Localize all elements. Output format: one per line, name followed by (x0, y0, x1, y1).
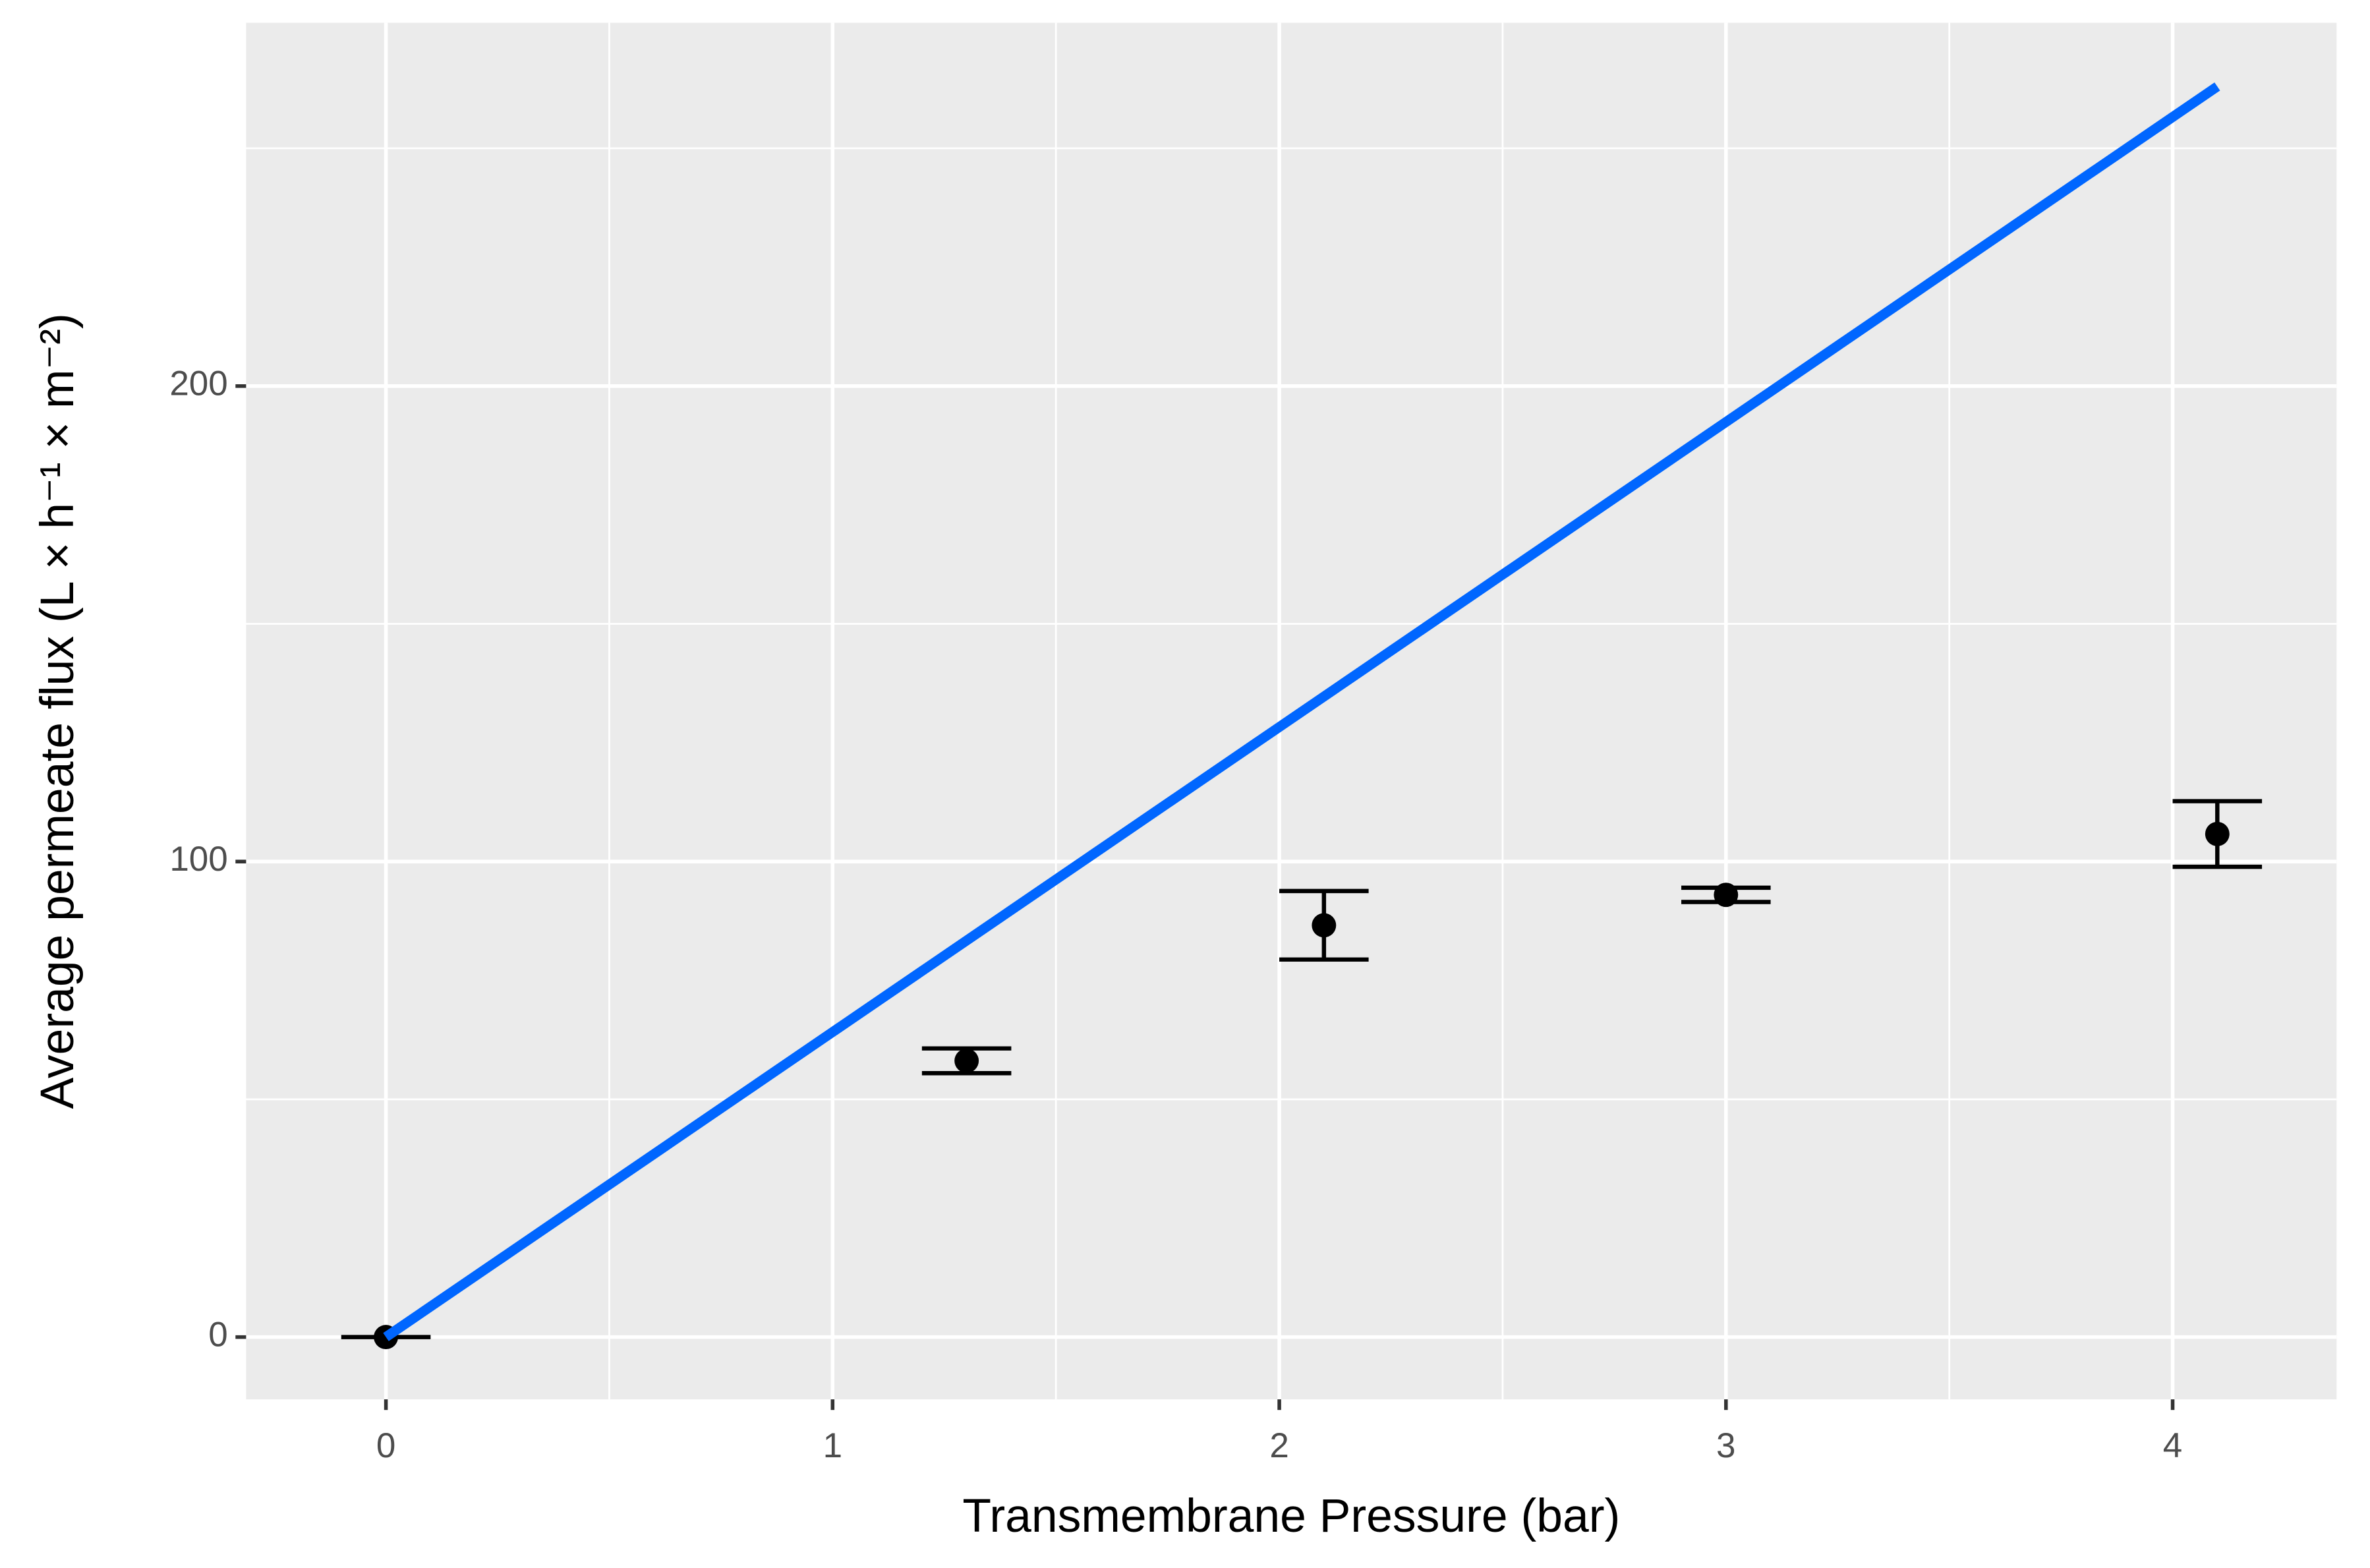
y-tick-label: 200 (169, 364, 227, 403)
y-tick-label: 0 (208, 1316, 227, 1354)
y-axis-title: Average permeate flux (L × h⁻¹ × m⁻²) (31, 313, 84, 1109)
x-tick-label: 0 (376, 1426, 395, 1465)
plot-panel (246, 22, 2337, 1400)
x-tick-label: 2 (1269, 1426, 1288, 1465)
x-tick-label: 4 (2163, 1426, 2182, 1465)
x-tick-label: 1 (823, 1426, 842, 1465)
point (2205, 821, 2230, 846)
y-tick-label: 100 (169, 840, 227, 879)
x-axis-title: Transmembrane Pressure (bar) (962, 1490, 1620, 1542)
x-tick-label: 3 (1716, 1426, 1735, 1465)
point (1312, 913, 1337, 938)
point (954, 1049, 979, 1073)
point (1714, 883, 1739, 908)
fit-line (383, 82, 2220, 1341)
